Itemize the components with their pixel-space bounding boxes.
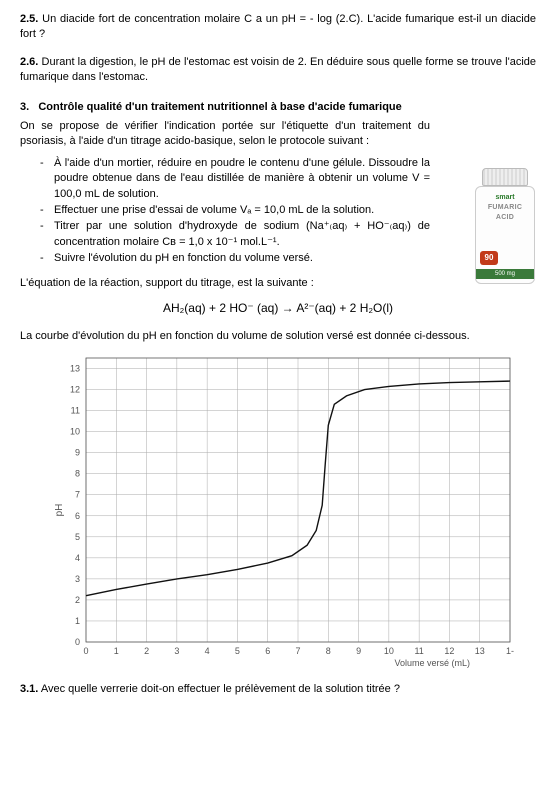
svg-text:8: 8 [75, 469, 80, 479]
svg-text:8: 8 [326, 646, 331, 656]
svg-text:12: 12 [70, 385, 80, 395]
svg-text:7: 7 [75, 490, 80, 500]
protocol-text-1: Effectuer une prise d'essai de volume Vₐ… [54, 203, 430, 218]
svg-text:9: 9 [75, 448, 80, 458]
bullet-dash: - [40, 219, 54, 250]
bottle-count-badge: 90 [480, 251, 498, 265]
q25-num: 2.5. [20, 13, 38, 25]
svg-text:0: 0 [75, 637, 80, 647]
svg-text:1-: 1- [506, 646, 514, 656]
question-2-6: 2.6. Durant la digestion, le pH de l'est… [20, 55, 536, 86]
bullet-dash: - [40, 156, 54, 202]
equation-caption: L'équation de la réaction, support du ti… [20, 276, 536, 291]
ph-curve-svg: 0123456789101112131-012345678910111213pH… [50, 350, 520, 670]
protocol-item: - À l'aide d'un mortier, réduire en poud… [40, 156, 430, 202]
titration-equation: AH₂(aq) + 2 HO⁻ (aq) → A²⁻(aq) + 2 H₂O(l… [20, 300, 536, 317]
svg-text:5: 5 [235, 646, 240, 656]
protocol-text-3: Suivre l'évolution du pH en fonction du … [54, 251, 430, 266]
svg-text:3: 3 [75, 574, 80, 584]
protocol-item: - Effectuer une prise d'essai de volume … [40, 203, 430, 218]
ph-chart: 0123456789101112131-012345678910111213pH… [50, 350, 536, 670]
s3-title: Contrôle qualité d'un traitement nutriti… [38, 101, 401, 113]
q26-text: Durant la digestion, le pH de l'estomac … [20, 56, 536, 83]
protocol-text-0: À l'aide d'un mortier, réduire en poudre… [54, 156, 430, 202]
bottle-cap [482, 168, 528, 186]
svg-text:pH: pH [54, 504, 65, 517]
svg-text:11: 11 [71, 406, 80, 416]
svg-text:4: 4 [205, 646, 210, 656]
bottle-brand: smart [480, 193, 530, 203]
question-2-5: 2.5. Un diacide fort de concentration mo… [20, 12, 536, 43]
svg-text:11: 11 [414, 646, 423, 656]
svg-text:12: 12 [444, 646, 454, 656]
svg-text:10: 10 [384, 646, 394, 656]
bullet-dash: - [40, 251, 54, 266]
bullet-dash: - [40, 203, 54, 218]
svg-text:2: 2 [144, 646, 149, 656]
svg-text:9: 9 [356, 646, 361, 656]
protocol-text-2: Titrer par une solution d'hydroxyde de s… [54, 219, 430, 250]
q26-num: 2.6. [20, 56, 38, 68]
svg-text:3: 3 [174, 646, 179, 656]
bottle-body: smart FUMARIC ACID 90 500 mg [475, 186, 535, 284]
section-3-intro: On se propose de vérifier l'indication p… [20, 119, 430, 150]
svg-text:10: 10 [70, 427, 80, 437]
bottle-product-name: FUMARIC ACID [480, 203, 530, 223]
svg-text:6: 6 [75, 511, 80, 521]
svg-text:0: 0 [83, 646, 88, 656]
q31-text: Avec quelle verrerie doit-on effectuer l… [41, 683, 400, 695]
svg-text:7: 7 [295, 646, 300, 656]
s3-num: 3. [20, 101, 29, 113]
question-3-1: 3.1. Avec quelle verrerie doit-on effect… [20, 682, 536, 697]
protocol-list: - À l'aide d'un mortier, réduire en poud… [40, 156, 430, 267]
svg-text:13: 13 [475, 646, 485, 656]
q25-text: Un diacide fort de concentration molaire… [20, 13, 536, 40]
svg-text:2: 2 [75, 595, 80, 605]
protocol-item: - Titrer par une solution d'hydroxyde de… [40, 219, 430, 250]
svg-text:4: 4 [75, 553, 80, 563]
protocol-item: - Suivre l'évolution du pH en fonction d… [40, 251, 430, 266]
chart-caption: La courbe d'évolution du pH en fonction … [20, 329, 536, 344]
section-3-title: 3. Contrôle qualité d'un traitement nutr… [20, 100, 536, 115]
svg-text:1: 1 [75, 616, 80, 626]
svg-text:1: 1 [114, 646, 119, 656]
svg-text:Volume versé (mL): Volume versé (mL) [394, 658, 470, 668]
svg-text:13: 13 [70, 364, 80, 374]
svg-text:6: 6 [265, 646, 270, 656]
svg-text:5: 5 [75, 532, 80, 542]
bottle-dose: 500 mg [476, 269, 534, 279]
q31-num: 3.1. [20, 683, 38, 695]
product-bottle-image: smart FUMARIC ACID 90 500 mg [470, 168, 540, 288]
